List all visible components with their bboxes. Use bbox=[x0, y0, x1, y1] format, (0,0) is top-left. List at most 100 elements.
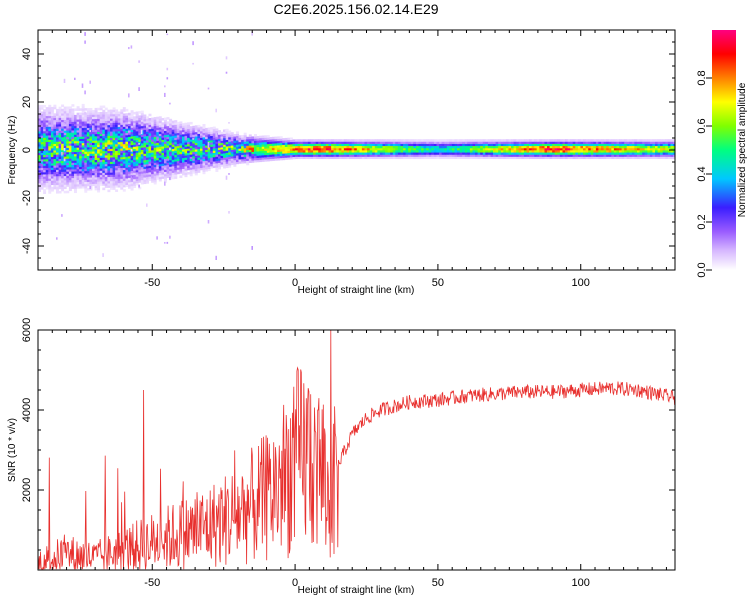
heatmap-cell bbox=[122, 135, 126, 138]
heatmap-cell bbox=[613, 145, 617, 149]
heatmap-cell bbox=[45, 117, 49, 121]
heatmap-cell bbox=[74, 160, 77, 163]
heatmap-cell bbox=[161, 165, 165, 169]
heatmap-cell bbox=[292, 145, 296, 149]
heatmap-cell bbox=[372, 150, 376, 153]
heatmap-cell bbox=[259, 142, 263, 145]
heatmap-cell bbox=[125, 147, 129, 151]
heatmap-cell bbox=[187, 163, 191, 166]
heatmap-cell bbox=[271, 156, 275, 159]
heatmap-cell bbox=[117, 122, 121, 125]
heatmap-cell bbox=[608, 152, 612, 155]
heatmap-cell bbox=[125, 130, 129, 134]
heatmap-cell bbox=[243, 160, 247, 164]
heatmap-cell bbox=[431, 154, 435, 157]
heatmap-cell bbox=[444, 141, 448, 144]
heatmap-cell bbox=[86, 116, 90, 120]
heatmap-cell bbox=[570, 145, 574, 149]
heatmap-cell bbox=[107, 137, 111, 141]
heatmap-cell bbox=[128, 177, 131, 181]
heatmap-cell bbox=[104, 111, 108, 115]
heatmap-cell bbox=[351, 145, 355, 149]
heatmap-cell bbox=[210, 163, 214, 167]
heatmap-cell bbox=[97, 179, 101, 182]
heatmap-cell bbox=[236, 144, 239, 147]
heatmap-cell bbox=[50, 156, 54, 160]
heatmap-cell bbox=[48, 167, 52, 171]
heatmap-cell bbox=[513, 143, 517, 147]
heatmap-cell bbox=[469, 145, 473, 149]
heatmap-cell bbox=[248, 158, 252, 161]
heatmap-cell bbox=[307, 141, 311, 144]
heatmap-cell bbox=[169, 144, 173, 148]
heatmap-cell bbox=[110, 142, 113, 145]
heatmap-cell bbox=[498, 143, 502, 147]
heatmap-cell bbox=[50, 141, 54, 145]
heatmap-cell bbox=[122, 139, 126, 143]
heatmap-cell bbox=[66, 171, 70, 174]
heatmap-cell bbox=[577, 143, 581, 147]
heatmap-cell bbox=[104, 176, 108, 180]
heatmap-cell bbox=[511, 152, 514, 155]
heatmap-cell bbox=[107, 152, 111, 156]
heatmap-cell bbox=[328, 154, 332, 157]
heatmap-cell bbox=[71, 186, 75, 189]
heatmap-cell bbox=[490, 150, 494, 153]
heatmap-cell bbox=[467, 147, 471, 151]
heatmap-cell bbox=[138, 171, 142, 175]
heatmap-cell bbox=[547, 139, 550, 142]
heatmap-cell bbox=[408, 143, 412, 147]
heatmap-cell bbox=[387, 154, 391, 157]
heatmap-cell bbox=[184, 148, 188, 152]
heatmap-cell bbox=[621, 143, 625, 147]
heatmap-cell bbox=[441, 150, 445, 153]
heatmap-cell bbox=[115, 185, 119, 188]
heatmap-cell bbox=[189, 143, 193, 147]
heatmap-cell bbox=[271, 149, 275, 153]
heatmap-cell bbox=[236, 148, 239, 152]
heatmap-cell bbox=[197, 140, 201, 143]
heatmap-cell bbox=[146, 153, 149, 156]
heatmap-cell bbox=[128, 138, 131, 142]
heatmap-cell bbox=[146, 133, 149, 137]
heatmap-cell bbox=[644, 139, 648, 142]
heatmap-cell bbox=[43, 135, 47, 138]
heatmap-cell bbox=[158, 150, 162, 154]
heatmap-cell bbox=[79, 114, 83, 118]
heatmap-cell bbox=[184, 122, 188, 126]
heatmap-cell bbox=[153, 175, 157, 178]
heatmap-cell bbox=[81, 125, 85, 129]
heatmap-cell bbox=[200, 141, 203, 145]
heatmap-cell bbox=[336, 147, 340, 151]
heatmap-cell bbox=[367, 141, 371, 144]
heatmap-cell bbox=[102, 168, 106, 171]
heatmap-cell bbox=[400, 143, 404, 147]
heatmap-cell bbox=[390, 152, 394, 155]
heatmap-cell bbox=[164, 242, 166, 244]
heatmap-cell bbox=[218, 166, 221, 170]
heatmap-cell bbox=[349, 143, 353, 147]
heatmap-cell bbox=[541, 154, 545, 157]
heatmap-cell bbox=[210, 131, 214, 134]
heatmap-cell bbox=[228, 147, 232, 151]
heatmap-cell bbox=[624, 152, 628, 155]
heatmap-cell bbox=[251, 147, 255, 150]
heatmap-cell bbox=[279, 157, 283, 161]
heatmap-cell bbox=[187, 152, 191, 156]
heatmap-cell bbox=[43, 105, 47, 108]
heatmap-cell bbox=[572, 141, 576, 144]
heatmap-cell bbox=[97, 120, 101, 124]
heatmap-cell bbox=[197, 129, 201, 132]
heatmap-cell bbox=[284, 137, 288, 141]
heatmap-cell bbox=[200, 146, 203, 149]
heatmap-cell bbox=[107, 133, 111, 136]
heatmap-cell bbox=[43, 184, 47, 188]
heatmap-cell bbox=[418, 156, 422, 160]
heatmap-cell bbox=[138, 160, 142, 164]
heatmap-cell bbox=[577, 141, 581, 144]
heatmap-cell bbox=[295, 150, 299, 153]
heatmap-cell bbox=[400, 150, 404, 153]
heatmap-cell bbox=[135, 118, 139, 121]
heatmap-cell bbox=[115, 115, 119, 119]
heatmap-cell bbox=[153, 166, 157, 170]
